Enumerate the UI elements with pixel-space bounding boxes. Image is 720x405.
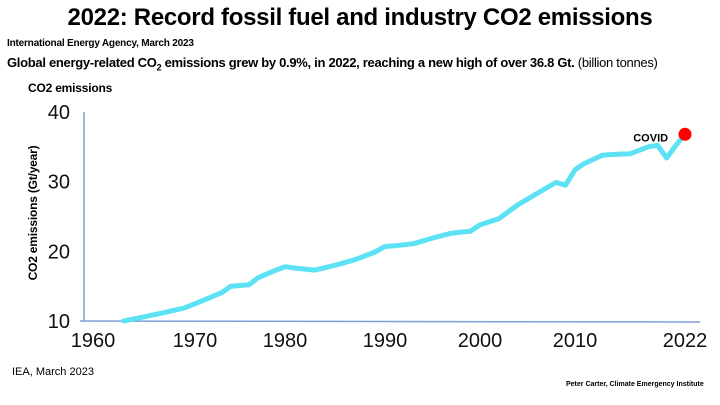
subtitle: Global energy-related CO2 emissions grew… [7, 55, 658, 73]
x-tick-1970: 1970 [173, 330, 218, 352]
series-label: CO2 emissions [28, 81, 113, 95]
subtitle-subscript: 2 [156, 62, 162, 73]
page-title: 2022: Record fossil fuel and industry CO… [67, 4, 653, 31]
x-tick-2000: 2000 [458, 330, 503, 352]
subtitle-text-post: emissions grew by 0.9%, in 2022, reachin… [161, 55, 575, 70]
subtitle-text-pre: Global energy-related CO [7, 55, 157, 70]
source-line: International Energy Agency, March 2023 [7, 38, 194, 49]
footer-credit: Peter Carter, Climate Emergency Institut… [566, 381, 704, 388]
footer-source: IEA, March 2023 [12, 366, 94, 378]
x-tick-2022: 2022 [663, 330, 708, 352]
x-tick-1960: 1960 [71, 330, 116, 352]
y-tick-40: 40 [48, 102, 70, 124]
series-line-co2 [121, 131, 688, 324]
y-tick-20: 20 [48, 241, 70, 263]
record-2022-marker [678, 127, 692, 141]
x-tick-1990: 1990 [363, 330, 408, 352]
x-tick-2010: 2010 [553, 330, 598, 352]
x-tick-labels: 1960 1970 1980 1990 2000 2010 2022 [71, 330, 708, 352]
series-points [124, 134, 686, 321]
x-tick-1980: 1980 [263, 330, 308, 352]
annotation-covid: COVID [633, 132, 668, 144]
y-tick-30: 30 [48, 172, 70, 194]
subtitle-units: (billion tonnes) [574, 55, 658, 70]
y-tick-labels: 10 20 30 40 [48, 102, 70, 333]
y-tick-10: 10 [48, 311, 70, 333]
x-axis-line [79, 320, 701, 323]
